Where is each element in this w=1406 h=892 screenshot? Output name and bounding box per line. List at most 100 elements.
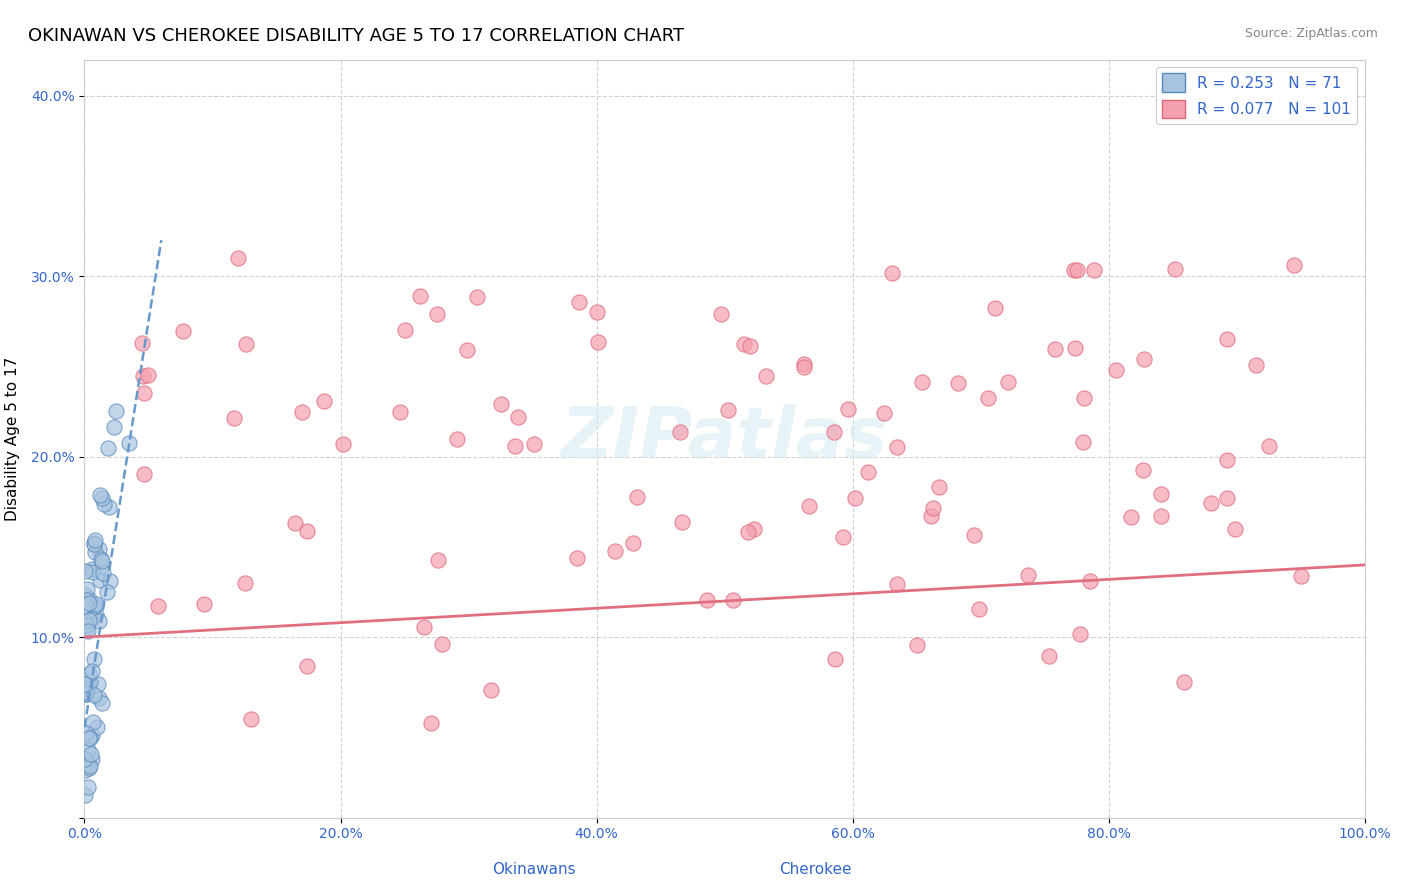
Cherokee <box>717 402 740 417</box>
Cherokee <box>1064 341 1087 355</box>
Okinawans <box>86 720 108 734</box>
Cherokee <box>744 522 766 536</box>
Cherokee <box>740 339 762 353</box>
Cherokee <box>523 437 546 451</box>
Okinawans <box>84 597 107 611</box>
Cherokee <box>1149 508 1171 523</box>
Cherokee <box>172 324 194 338</box>
Cherokee <box>671 515 693 529</box>
Cherokee <box>1173 674 1195 689</box>
Okinawans <box>77 731 100 745</box>
Okinawans <box>80 566 103 580</box>
Okinawans <box>80 562 103 576</box>
Okinawans <box>98 574 121 588</box>
Cherokee <box>710 307 733 321</box>
Okinawans <box>73 788 96 802</box>
Cherokee <box>872 406 894 420</box>
Cherokee <box>733 336 755 351</box>
Okinawans <box>77 780 100 795</box>
Cherokee <box>1216 452 1239 467</box>
Cherokee <box>413 620 436 634</box>
Cherokee <box>844 491 866 505</box>
Okinawans <box>75 677 97 691</box>
Cherokee <box>479 683 502 698</box>
Okinawans <box>73 564 96 578</box>
Cherokee <box>880 266 903 280</box>
Cherokee <box>332 437 354 451</box>
Okinawans <box>79 614 101 628</box>
Okinawans <box>73 588 96 602</box>
Okinawans <box>82 752 104 766</box>
Okinawans <box>77 592 100 607</box>
Cherokee <box>456 343 478 358</box>
Cherokee <box>295 659 318 673</box>
Cherokee <box>997 376 1019 390</box>
Cherokee <box>721 592 744 607</box>
Okinawans <box>73 685 96 699</box>
Cherokee <box>799 499 821 513</box>
Okinawans <box>86 677 108 691</box>
Cherokee <box>824 652 846 666</box>
Text: OKINAWAN VS CHEROKEE DISABILITY AGE 5 TO 17 CORRELATION CHART: OKINAWAN VS CHEROKEE DISABILITY AGE 5 TO… <box>28 27 685 45</box>
Okinawans <box>79 758 101 772</box>
Okinawans <box>89 573 111 587</box>
Cherokee <box>1132 463 1154 477</box>
Okinawans <box>83 598 105 612</box>
Okinawans <box>83 533 105 548</box>
Text: Cherokee: Cherokee <box>779 863 852 877</box>
Cherokee <box>922 500 945 515</box>
Cherokee <box>291 405 314 419</box>
Okinawans <box>87 541 110 556</box>
Cherokee <box>426 553 449 567</box>
Okinawans <box>83 688 105 702</box>
Okinawans <box>104 404 127 418</box>
Cherokee <box>432 637 454 651</box>
Okinawans <box>75 687 97 701</box>
Cherokee <box>1038 649 1060 664</box>
Cherokee <box>1284 258 1306 272</box>
Okinawans <box>90 552 112 566</box>
Cherokee <box>1150 487 1173 501</box>
Okinawans <box>77 758 100 772</box>
Okinawans <box>86 607 108 622</box>
Cherokee <box>837 401 859 416</box>
Cherokee <box>567 550 589 565</box>
Cherokee <box>134 467 156 482</box>
Cherokee <box>911 375 934 389</box>
Cherokee <box>1215 332 1237 346</box>
Okinawans <box>75 615 97 629</box>
Cherokee <box>389 404 412 418</box>
Text: Okinawans: Okinawans <box>492 863 576 877</box>
Cherokee <box>1105 363 1128 377</box>
Cherokee <box>984 301 1007 316</box>
Okinawans <box>77 667 100 681</box>
Cherokee <box>1133 351 1156 366</box>
Okinawans <box>90 559 112 574</box>
Cherokee <box>585 305 607 319</box>
Cherokee <box>626 490 648 504</box>
Okinawans <box>93 497 115 511</box>
Okinawans <box>91 554 114 568</box>
Cherokee <box>1017 567 1039 582</box>
Cherokee <box>132 369 155 384</box>
Okinawans <box>75 688 97 702</box>
Cherokee <box>1121 510 1143 524</box>
Cherokee <box>489 396 512 410</box>
Cherokee <box>1223 523 1246 537</box>
Text: Source: ZipAtlas.com: Source: ZipAtlas.com <box>1244 27 1378 40</box>
Okinawans <box>75 686 97 700</box>
Cherokee <box>920 508 942 523</box>
Cherokee <box>465 290 488 304</box>
Okinawans <box>75 725 97 739</box>
Okinawans <box>83 536 105 550</box>
Cherokee <box>297 524 319 538</box>
Cherokee <box>928 479 950 493</box>
Cherokee <box>793 357 815 371</box>
Cherokee <box>967 601 990 615</box>
Cherokee <box>605 544 627 558</box>
Cherokee <box>621 536 644 550</box>
Okinawans <box>80 728 103 742</box>
Okinawans <box>87 691 110 706</box>
Cherokee <box>823 425 845 439</box>
Okinawans <box>83 536 105 550</box>
